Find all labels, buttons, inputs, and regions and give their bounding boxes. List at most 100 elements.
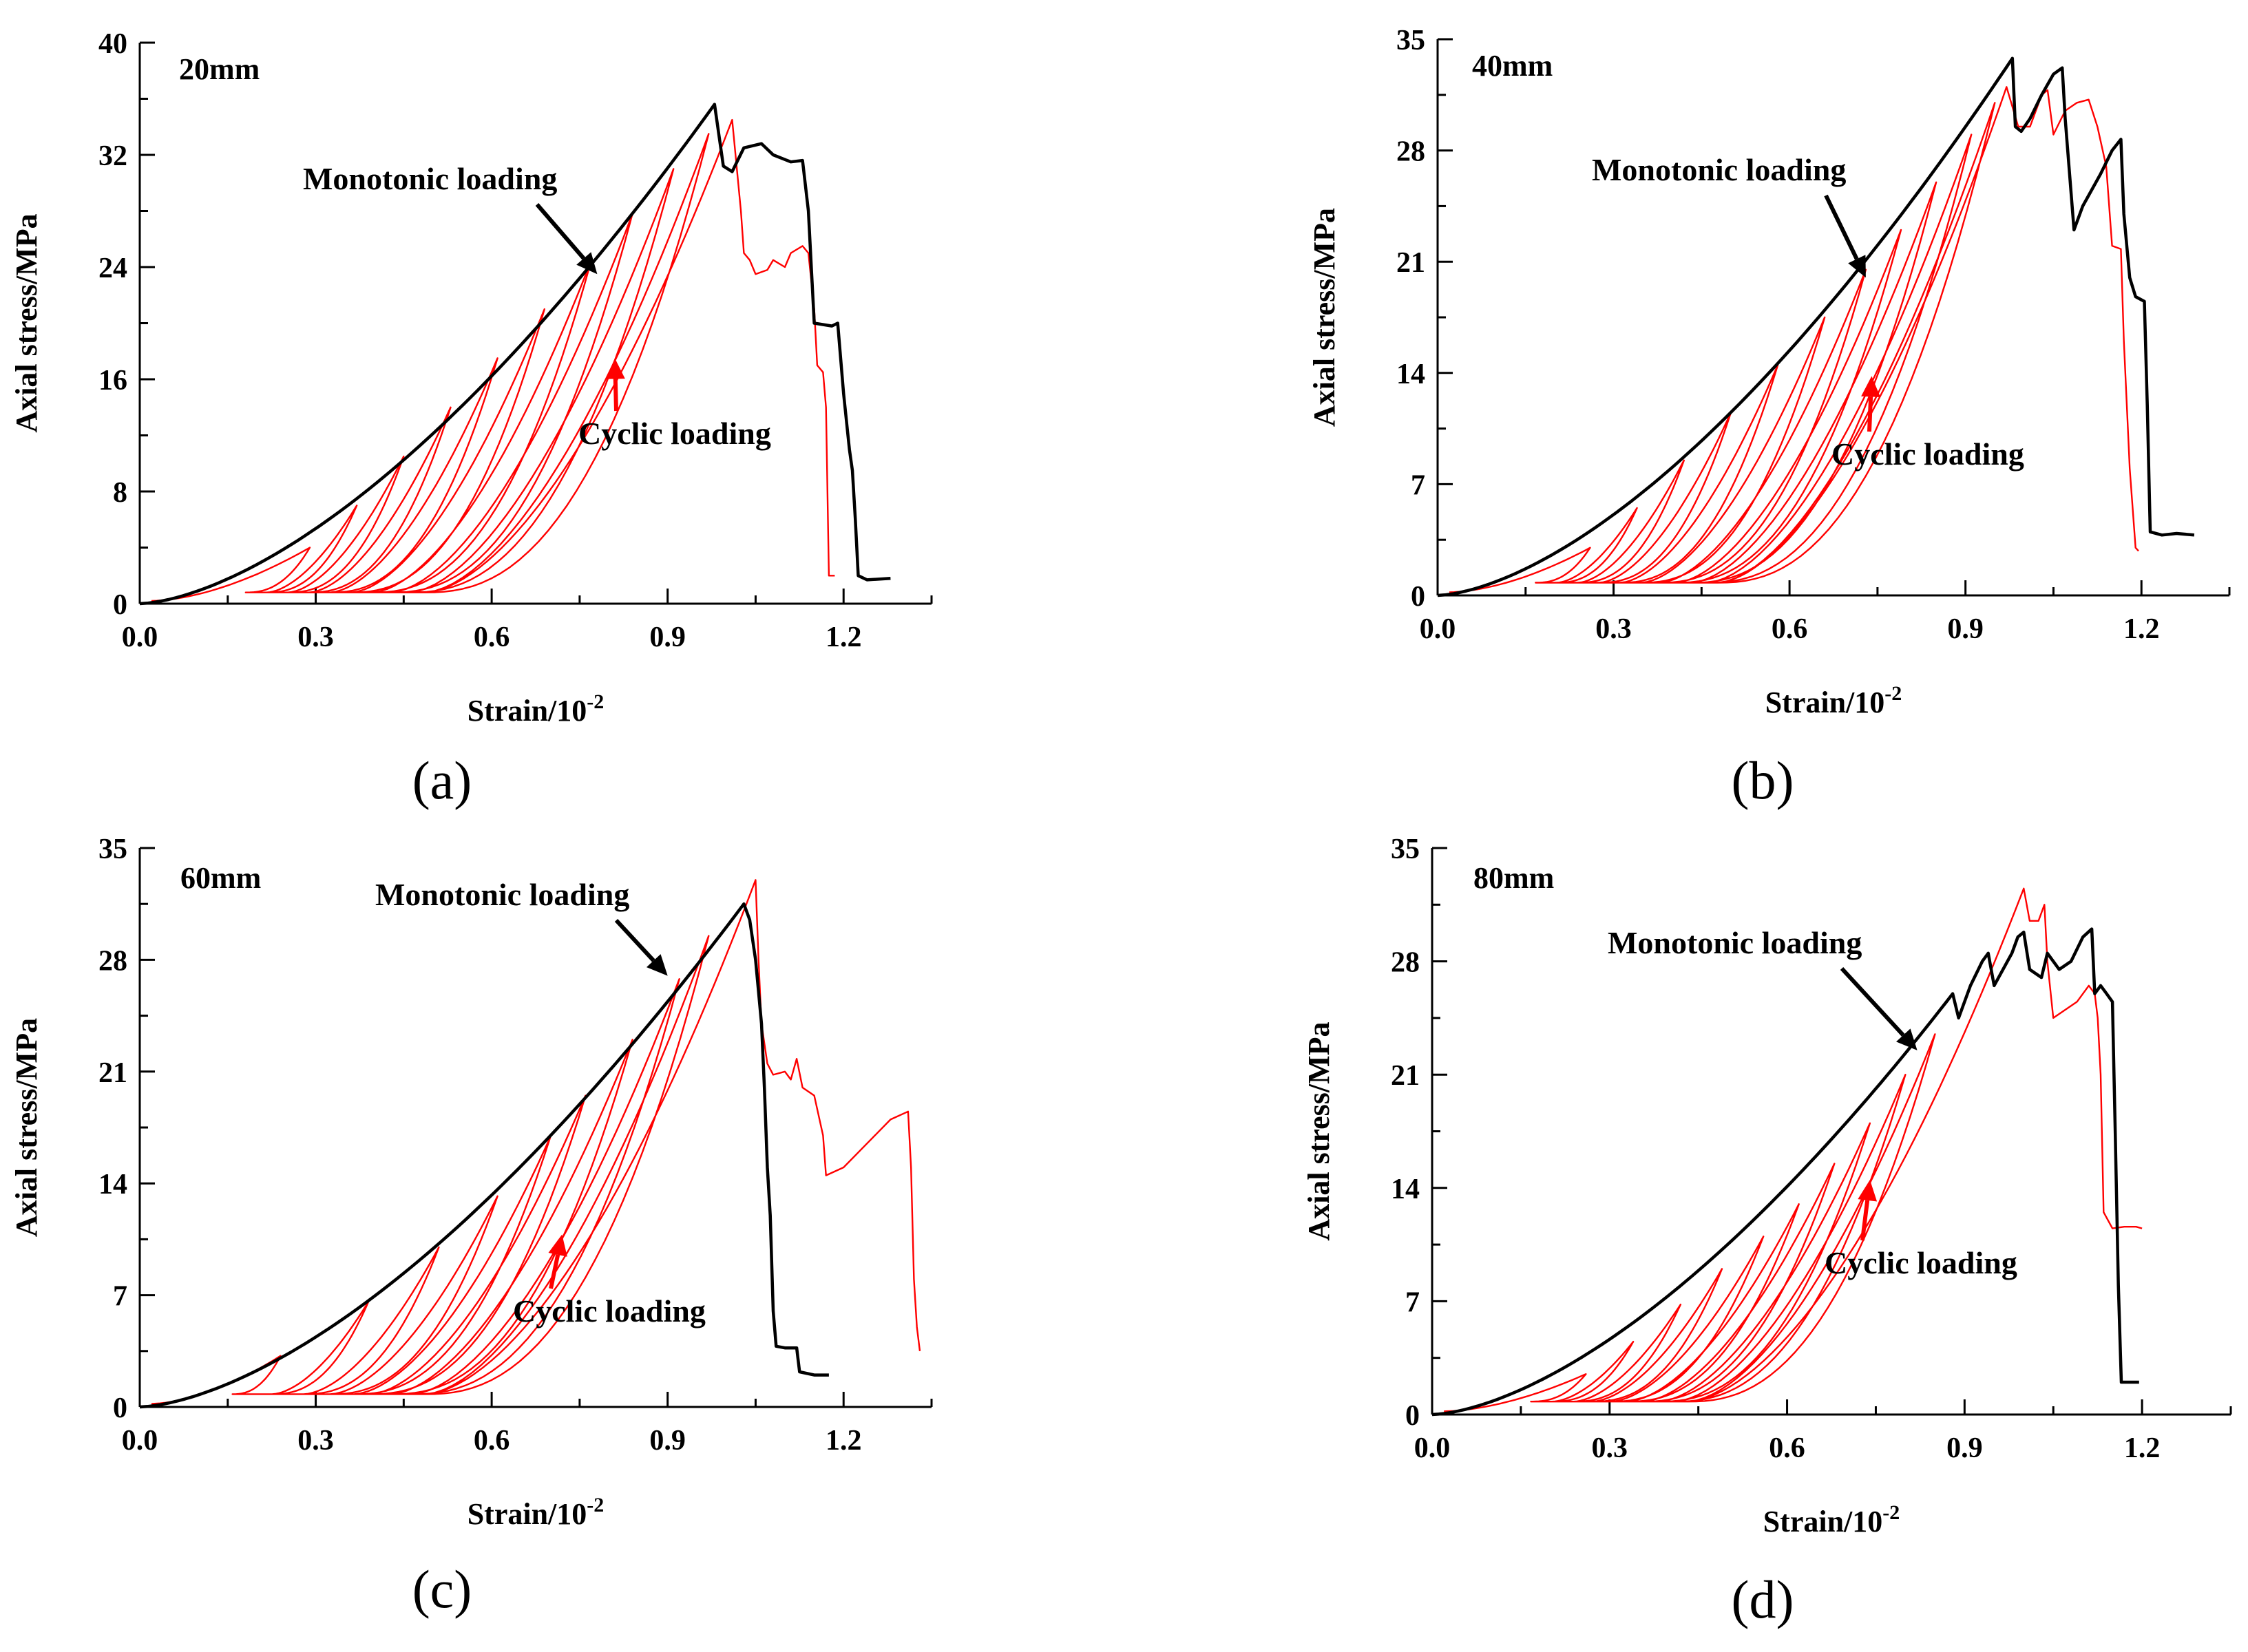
x-tick-label: 1.2 [826,1425,862,1457]
cyclic-loading-annotation: Cyclic loading [578,416,771,451]
monotonic-arrow-head [1896,1028,1918,1050]
chart-panel-1: 0 8 16 24 32 40 0.0 0.3 0.6 0.9 1.2 Strain/10-2 Axia… [10,28,933,810]
x-axis-title-exponent: -2 [1882,1501,1900,1524]
specimen-label: 80mm [1473,861,1554,895]
x-axis-title: Strain/10-2 [1765,682,1902,719]
monotonic-arrow-shaft [1840,966,1905,1037]
cyclic-arrow-head [548,1234,567,1257]
x-axis-title-exponent: -2 [587,690,604,713]
y-tick-label: 24 [98,253,127,284]
y-tick-label: 0 [113,1392,127,1424]
y-tick-label: 35 [98,834,127,865]
cyclic-arrow-shaft [1867,396,1873,432]
x-tick-label: 0.3 [297,622,334,653]
monotonic-loading-curve [139,902,829,1409]
x-tick-label: 1.2 [826,622,862,653]
cyclic-loading-curve [1449,86,2139,593]
x-tick-label: 0.6 [1772,613,1808,645]
specimen-label: 60mm [180,861,261,895]
x-tick-label: 0.0 [1414,1432,1451,1464]
chart-panel-3: 0 7 14 21 28 35 0.0 0.3 0.6 0.9 1.2 Strain/10-2 Axia… [10,834,933,1619]
x-tick-label: 0.0 [122,622,158,653]
y-axis-title: Axial stress/MPa [1307,208,1341,427]
cyclic-loading-annotation: Cyclic loading [1831,436,2024,472]
monotonic-loading-annotation: Monotonic loading [1592,152,1846,187]
y-tick-label: 21 [98,1057,127,1089]
monotonic-loading-curve [139,103,891,606]
x-tick-label: 0.6 [474,1425,510,1457]
y-tick-label: 16 [98,365,127,396]
x-axis-title: Strain/10-2 [1763,1501,1900,1538]
cyclic-loading-annotation: Cyclic loading [513,1293,706,1328]
cyclic-loading-annotation: Cyclic loading [1825,1245,2017,1280]
cyclic-loading-curve [1444,887,2143,1412]
chart-panel-2: 0 7 14 21 28 35 0.0 0.3 0.6 0.9 1.2 Strain/10-2 Axia… [1307,25,2231,810]
chart-panel-4: 0 7 14 21 28 35 0.0 0.3 0.6 0.9 1.2 Strain/10-2 Axia… [1302,834,2232,1629]
y-tick-label: 28 [1396,136,1425,168]
panel-label: (d) [1732,1569,1794,1629]
y-tick-label: 7 [113,1281,127,1313]
specimen-label: 20mm [179,52,260,86]
panel-label: (a) [412,750,472,810]
x-axis-title-exponent: -2 [1884,682,1902,705]
cyclic-arrow-head [605,358,625,379]
cyclic-arrow-head [1858,1180,1878,1202]
y-tick-label: 14 [1391,1174,1420,1205]
x-tick-label: 0.9 [1947,613,1984,645]
y-tick-label: 35 [1391,834,1420,865]
cyclic-arrow-head [1861,376,1881,397]
monotonic-arrow-shaft [1824,194,1859,260]
y-tick-label: 21 [1396,247,1425,279]
monotonic-loading-annotation: Monotonic loading [1608,925,1862,960]
y-axis-title: Axial stress/MPa [10,213,43,432]
monotonic-loading-curve [1437,56,2195,597]
y-tick-label: 8 [113,477,127,509]
y-tick-label: 21 [1391,1060,1420,1092]
cyclic-arrow-shaft [1860,1200,1870,1241]
x-tick-label: 0.6 [1769,1432,1805,1464]
x-tick-label: 0.3 [1595,613,1632,645]
monotonic-arrow-shaft [614,918,655,962]
x-axis-title: Strain/10-2 [468,690,605,728]
monotonic-arrow-shaft [535,203,586,260]
x-tick-label: 1.2 [2124,1432,2161,1464]
y-tick-label: 28 [98,945,127,977]
y-tick-label: 0 [1405,1400,1420,1432]
monotonic-arrow-head [647,954,668,976]
x-axis-title: Strain/10-2 [468,1494,605,1531]
y-tick-label: 14 [98,1169,127,1200]
monotonic-loading-annotation: Monotonic loading [303,161,557,196]
monotonic-arrow-head [576,252,598,275]
panel-label: (b) [1732,750,1794,810]
monotonic-loading-annotation: Monotonic loading [375,877,629,912]
y-axis-title: Axial stress/MPa [10,1018,43,1237]
monotonic-arrow-head [1848,255,1866,278]
x-tick-label: 0.0 [122,1425,158,1457]
cyclic-loading-curve [151,118,835,602]
y-tick-label: 0 [1411,581,1425,613]
y-tick-label: 32 [98,140,127,172]
y-tick-label: 28 [1391,947,1420,979]
y-tick-label: 40 [98,28,127,60]
y-tick-label: 7 [1411,469,1425,501]
x-tick-label: 0.9 [649,622,686,653]
x-tick-label: 0.6 [474,622,510,653]
x-axis-title-exponent: -2 [587,1494,604,1516]
x-tick-label: 0.3 [297,1425,334,1457]
specimen-label: 40mm [1472,49,1553,83]
y-tick-label: 35 [1396,25,1425,56]
x-tick-label: 0.0 [1420,613,1456,645]
panel-label: (c) [412,1559,472,1619]
monotonic-loading-curve [1431,927,2139,1417]
x-tick-label: 0.9 [649,1425,686,1457]
cyclic-arrow-shaft [549,1254,560,1289]
cyclic-loading-curve [151,879,921,1405]
y-tick-label: 14 [1396,359,1425,390]
x-tick-label: 0.3 [1592,1432,1628,1464]
y-tick-label: 0 [113,589,127,621]
y-axis-title: Axial stress/MPa [1302,1021,1336,1240]
x-tick-label: 0.9 [1946,1432,1983,1464]
y-tick-label: 7 [1405,1286,1420,1318]
x-tick-label: 1.2 [2123,613,2160,645]
